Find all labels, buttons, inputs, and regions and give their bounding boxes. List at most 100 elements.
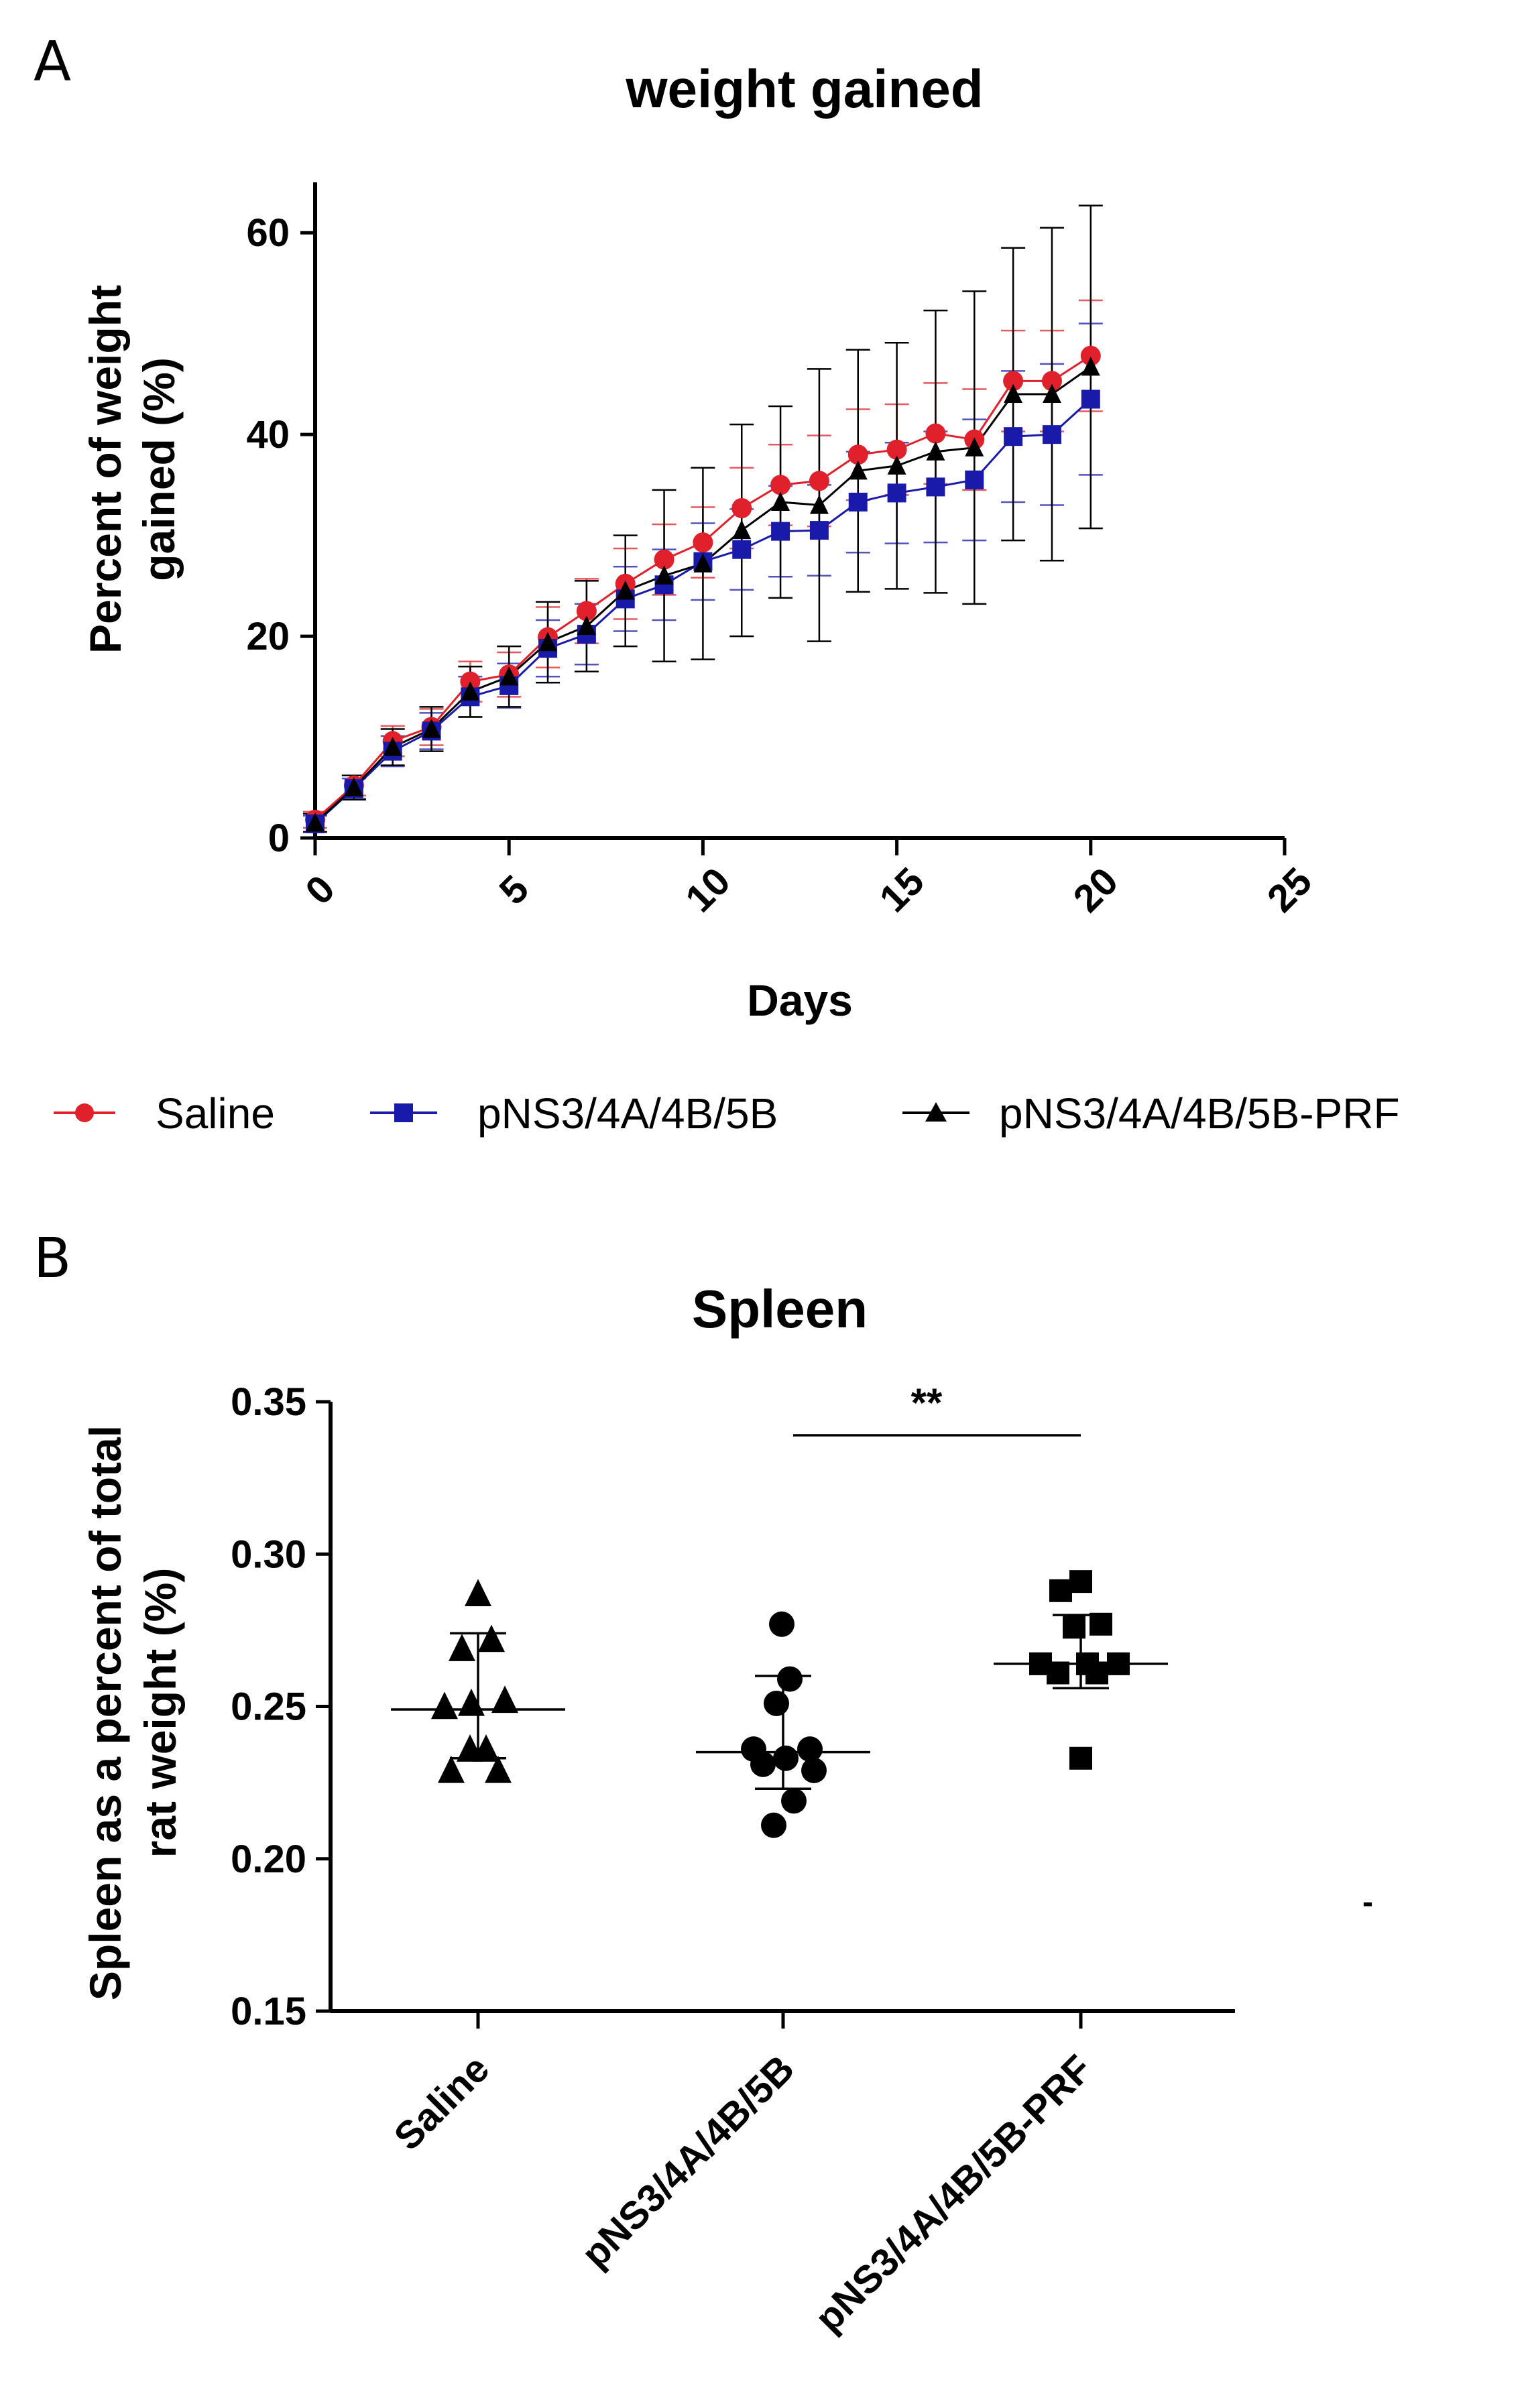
point-pns3-4a-4b-5b-prf-day-14 <box>848 460 868 480</box>
point-saline-day-20 <box>1080 345 1101 366</box>
point-pns3-4a-4b-5b-prf-day-5 <box>499 666 519 686</box>
legend-pns3-prf-marker <box>925 1102 947 1122</box>
point-pns3-4a-4b-5b-prf-day-8 <box>615 580 635 600</box>
panel-b-points <box>431 1570 1130 1838</box>
point-pns3-4a-4b-5b-day-14 <box>848 492 868 511</box>
panel-a-y-axis-title-line-1: Percent of weight <box>80 285 130 654</box>
point-saline-day-19 <box>1041 371 1062 392</box>
point-pns3-4a-4b-5b-prf-day-3 <box>422 719 441 738</box>
point-pns3-4a-4b-5b-prf-6 <box>1107 1652 1130 1675</box>
point-saline-day-7 <box>576 601 597 621</box>
panel-a-y-tick-label-0: 0 <box>268 817 290 860</box>
legend-item-saline: Saline <box>54 1089 275 1138</box>
panel-b-y-axis-title-line-1: Spleen as a percent of total <box>80 1425 130 2000</box>
point-pns3-4a-4b-5b-prf-5 <box>1076 1652 1099 1675</box>
panel-a-letter: A <box>34 30 71 94</box>
point-saline-2 <box>485 1755 512 1783</box>
point-pns3-4a-4b-5b-prf-1 <box>1069 1746 1092 1770</box>
point-pns3-4a-4b-5b-prf-7 <box>1063 1616 1085 1639</box>
point-pns3-4a-4b-5b-prf-10 <box>1069 1570 1092 1593</box>
point-saline-day-14 <box>847 444 868 465</box>
panel-a-y-tick-label-20: 20 <box>246 615 290 658</box>
panel-a-y-tick-label-40: 40 <box>246 413 290 457</box>
point-pns3-4a-4b-5b-prf-day-2 <box>383 737 402 756</box>
point-pns3-4a-4b-5b-prf-8 <box>1090 1612 1112 1636</box>
panel-a-markers <box>305 345 1101 833</box>
stray-mark: - <box>1362 1884 1373 1920</box>
panel-a-y-axis-title-line-2: gained (%) <box>134 357 184 581</box>
point-pns3-4a-4b-5b-prf-day-7 <box>577 615 596 636</box>
panel-b-y-tick-label-0.35: 0.35 <box>231 1380 306 1424</box>
panel-a-x-axis-title: Days <box>747 975 853 1025</box>
point-pns3-4a-4b-5b-prf-day-15 <box>887 455 906 475</box>
panel-b-y-tick-label-0.30: 0.30 <box>231 1532 306 1576</box>
point-saline-4 <box>473 1734 499 1762</box>
panel-b-y-tick-label-0.25: 0.25 <box>231 1685 306 1729</box>
point-pns3-4a-4b-5b-prf-day-9 <box>654 565 674 585</box>
point-pns3-4a-4b-5b-5 <box>773 1745 799 1771</box>
point-pns3-4a-4b-5b-day-18 <box>1004 427 1023 446</box>
panel-b-y-tick-label-0.15: 0.15 <box>231 1990 306 2033</box>
point-pns3-4a-4b-5b-prf-day-18 <box>1004 383 1023 404</box>
point-pns3-4a-4b-5b-prf-day-1 <box>344 777 363 796</box>
point-pns3-4a-4b-5b-prf-day-10 <box>693 553 713 573</box>
point-pns3-4a-4b-5b-prf-day-6 <box>538 631 558 652</box>
point-pns3-4a-4b-5b-day-11 <box>732 540 752 559</box>
point-saline-7 <box>491 1685 518 1713</box>
point-saline-day-11 <box>731 497 752 518</box>
point-pns3-4a-4b-5b-9 <box>777 1666 803 1692</box>
point-saline-1 <box>438 1755 465 1783</box>
point-pns3-4a-4b-5b-prf-day-20 <box>1081 356 1100 376</box>
point-saline-10 <box>465 1579 491 1607</box>
point-pns3-4a-4b-5b-1 <box>761 1812 786 1838</box>
point-pns3-4a-4b-5b-prf-day-17 <box>965 437 984 457</box>
point-pns3-4a-4b-5b-2 <box>781 1788 807 1814</box>
point-pns3-4a-4b-5b-day-15 <box>887 483 906 503</box>
point-pns3-4a-4b-5b-8 <box>764 1690 789 1716</box>
legend: Saline pNS3/4A/4B/5B pNS3/4A/4B/5B-PRF <box>54 1089 1400 1138</box>
point-pns3-4a-4b-5b-day-17 <box>965 470 984 489</box>
point-pns3-4a-4b-5b-6 <box>741 1736 766 1762</box>
point-pns3-4a-4b-5b-10 <box>769 1611 795 1637</box>
point-saline-day-15 <box>886 439 907 460</box>
point-pns3-4a-4b-5b-prf-day-16 <box>926 441 945 461</box>
legend-pns3-prf-label: pNS3/4A/4B/5B-PRF <box>999 1089 1400 1138</box>
point-saline-day-16 <box>925 423 946 444</box>
point-pns3-4a-4b-5b-3 <box>801 1757 827 1783</box>
point-pns3-4a-4b-5b-day-13 <box>809 521 829 540</box>
point-pns3-4a-4b-5b-prf-day-4 <box>461 681 480 701</box>
legend-saline-marker <box>75 1103 94 1122</box>
legend-item-pns3: pNS3/4A/4B/5B <box>370 1089 778 1138</box>
point-pns3-4a-4b-5b-day-12 <box>771 522 790 541</box>
point-pns3-4a-4b-5b-prf-4 <box>1029 1652 1052 1675</box>
point-saline-day-12 <box>770 475 791 495</box>
panel-b-y-axis-title-line-2: rat weight (%) <box>135 1568 185 1858</box>
panel-a-title: weight gained <box>625 59 983 119</box>
legend-pns3-label: pNS3/4A/4B/5B <box>477 1089 778 1138</box>
legend-saline-label: Saline <box>156 1089 275 1138</box>
point-pns3-4a-4b-5b-prf-day-13 <box>809 495 829 514</box>
significance-bracket: ** <box>793 1380 1081 1437</box>
legend-pns3-marker <box>394 1103 413 1122</box>
panel-b-letter: B <box>34 1227 71 1290</box>
point-pns3-4a-4b-5b-prf-day-12 <box>771 491 790 511</box>
point-pns3-4a-4b-5b-prf-9 <box>1049 1579 1072 1602</box>
point-saline-8 <box>449 1634 475 1661</box>
panel-a-y-tick-label-60: 60 <box>246 211 290 255</box>
point-pns3-4a-4b-5b-prf-day-19 <box>1042 383 1061 404</box>
point-saline-day-10 <box>693 532 713 553</box>
point-pns3-4a-4b-5b-7 <box>797 1736 823 1762</box>
point-saline-9 <box>478 1624 505 1652</box>
point-saline-6 <box>458 1688 485 1716</box>
panel-b-title: Spleen <box>692 1279 868 1339</box>
point-pns3-4a-4b-5b-day-16 <box>926 477 945 497</box>
point-saline-day-13 <box>809 471 829 491</box>
panel-b-y-tick-label-0.20: 0.20 <box>231 1838 306 1881</box>
point-pns3-4a-4b-5b-prf-day-0 <box>306 812 325 832</box>
point-saline-day-9 <box>654 549 674 570</box>
point-pns3-4a-4b-5b-prf-day-11 <box>732 520 752 540</box>
significance-label: ** <box>911 1380 943 1425</box>
point-saline-day-18 <box>1003 371 1024 392</box>
